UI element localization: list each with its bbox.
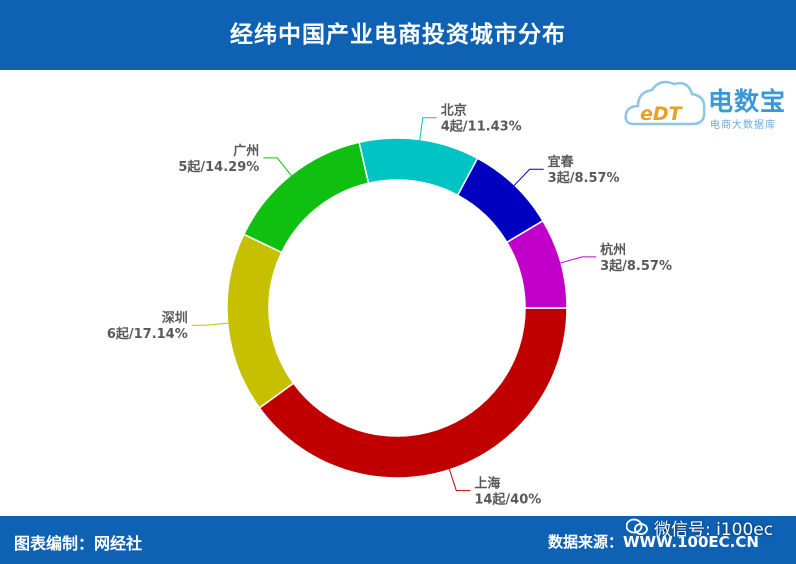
leader-line-3 [419, 117, 437, 142]
chart-author: 图表编制：网经社 [14, 534, 143, 553]
slice-label-category: 广州 [233, 143, 259, 159]
leader-line-2 [263, 157, 293, 177]
slice-label-value: 3起/8.57% [548, 170, 620, 186]
donut-slice-3 [358, 137, 479, 197]
slice-label-category: 宜春 [548, 154, 575, 170]
footer: 图表编制：网经社 数据来源：WWW.100EC.CN [0, 516, 796, 564]
logo: eDT 电数宝 电商大数据库 [624, 76, 792, 136]
page-title: 经纬中国产业电商投资城市分布 [0, 0, 796, 70]
logo-name: 电数宝 [708, 87, 787, 116]
slice-label-value: 5起/14.29% [178, 159, 259, 175]
leader-line-1 [191, 322, 230, 326]
donut-slice-5 [505, 219, 568, 309]
slice-label-category: 深圳 [162, 310, 188, 326]
slice-label-value: 14起/40% [474, 492, 541, 508]
data-source: 数据来源：WWW.100EC.CN [548, 533, 759, 551]
leader-line-5 [558, 256, 597, 264]
donut-slice-2 [242, 141, 370, 254]
logo-subtitle: 电商大数据库 [710, 120, 776, 131]
wechat-watermark: 微信号: i100ec [626, 510, 773, 544]
slice-label-value: 6起/17.14% [107, 326, 188, 342]
cloud-logo-icon: eDT [624, 80, 706, 126]
leader-line-4 [512, 168, 544, 187]
slice-label-value: 4起/11.43% [441, 119, 522, 135]
slice-label-category: 北京 [441, 103, 467, 119]
donut-slice-1 [226, 233, 295, 409]
wechat-icon [626, 518, 648, 535]
slice-label-category: 上海 [474, 476, 500, 492]
slice-label-value: 3起/8.57% [600, 258, 672, 274]
slice-label-category: 杭州 [600, 242, 626, 258]
logo-badge: eDT [640, 103, 684, 125]
leader-line-0 [448, 467, 471, 492]
wechat-id: 微信号: i100ec [654, 519, 774, 540]
donut-slice-0 [258, 307, 568, 479]
